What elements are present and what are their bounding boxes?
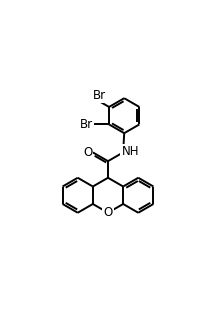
Text: Br: Br xyxy=(80,118,93,131)
Text: NH: NH xyxy=(121,145,139,158)
Text: O: O xyxy=(83,146,92,159)
Text: Br: Br xyxy=(93,89,106,102)
Text: O: O xyxy=(103,206,113,219)
